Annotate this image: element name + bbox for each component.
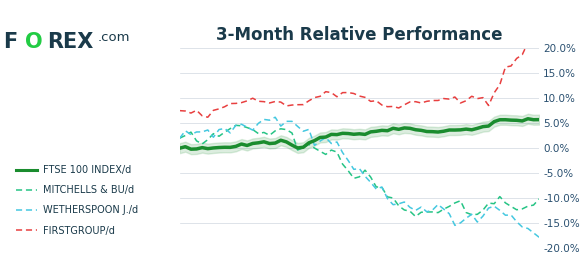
Title: 3-Month Relative Performance: 3-Month Relative Performance <box>216 26 503 44</box>
Legend: FTSE 100 INDEX/d, MITCHELLS & BU/d, WETHERSPOON J./d, FIRSTGROUP/d: FTSE 100 INDEX/d, MITCHELLS & BU/d, WETH… <box>12 161 142 239</box>
Text: REX: REX <box>47 32 94 52</box>
Text: O: O <box>25 32 43 52</box>
Text: F: F <box>3 32 17 52</box>
Text: .com: .com <box>98 31 130 44</box>
